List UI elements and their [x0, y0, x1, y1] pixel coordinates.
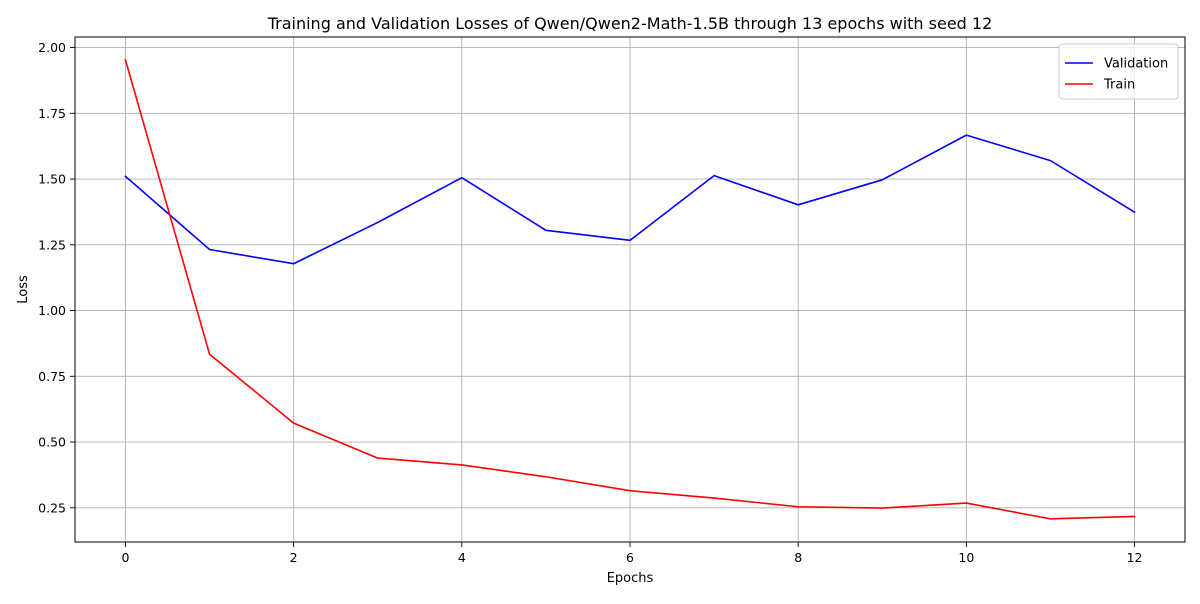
- legend: Validation Train: [1058, 43, 1179, 100]
- legend-label-train: Train: [1103, 78, 1135, 93]
- x-tick-label: 6: [626, 550, 634, 565]
- grid-lines: [75, 37, 1185, 542]
- x-tick-label: 2: [290, 550, 298, 565]
- legend-label-validation: Validation: [1104, 57, 1168, 72]
- y-tick-label: 1.50: [38, 172, 66, 187]
- y-tick-label: 1.00: [38, 303, 66, 318]
- y-tick-label: 2.00: [38, 40, 66, 55]
- series-lines: [124, 58, 1136, 520]
- legend-box: [1058, 43, 1179, 100]
- y-tick-label: 1.75: [38, 106, 66, 121]
- y-tick-label: 0.25: [38, 500, 66, 515]
- axis-ticks: 0 2 4 6 8 10 12 0.25 0.50 0.75 1.00 1.25 1.50 1.75 2.0…: [38, 40, 1142, 565]
- x-tick-label: 0: [121, 550, 129, 565]
- x-tick-label: 4: [458, 550, 466, 565]
- chart-title: Training and Validation Losses of Qwen/Q…: [267, 14, 993, 33]
- x-axis-title: Epochs: [607, 571, 654, 586]
- y-tick-label: 0.75: [38, 369, 66, 384]
- x-tick-label: 12: [1127, 550, 1143, 565]
- validation-loss-line: [124, 134, 1136, 265]
- y-tick-label: 0.50: [38, 435, 66, 450]
- y-axis-title: Loss: [16, 275, 31, 304]
- train-loss-line: [124, 58, 1136, 520]
- y-tick-label: 1.25: [38, 237, 66, 252]
- x-tick-label: 10: [958, 550, 974, 565]
- x-tick-label: 8: [794, 550, 802, 565]
